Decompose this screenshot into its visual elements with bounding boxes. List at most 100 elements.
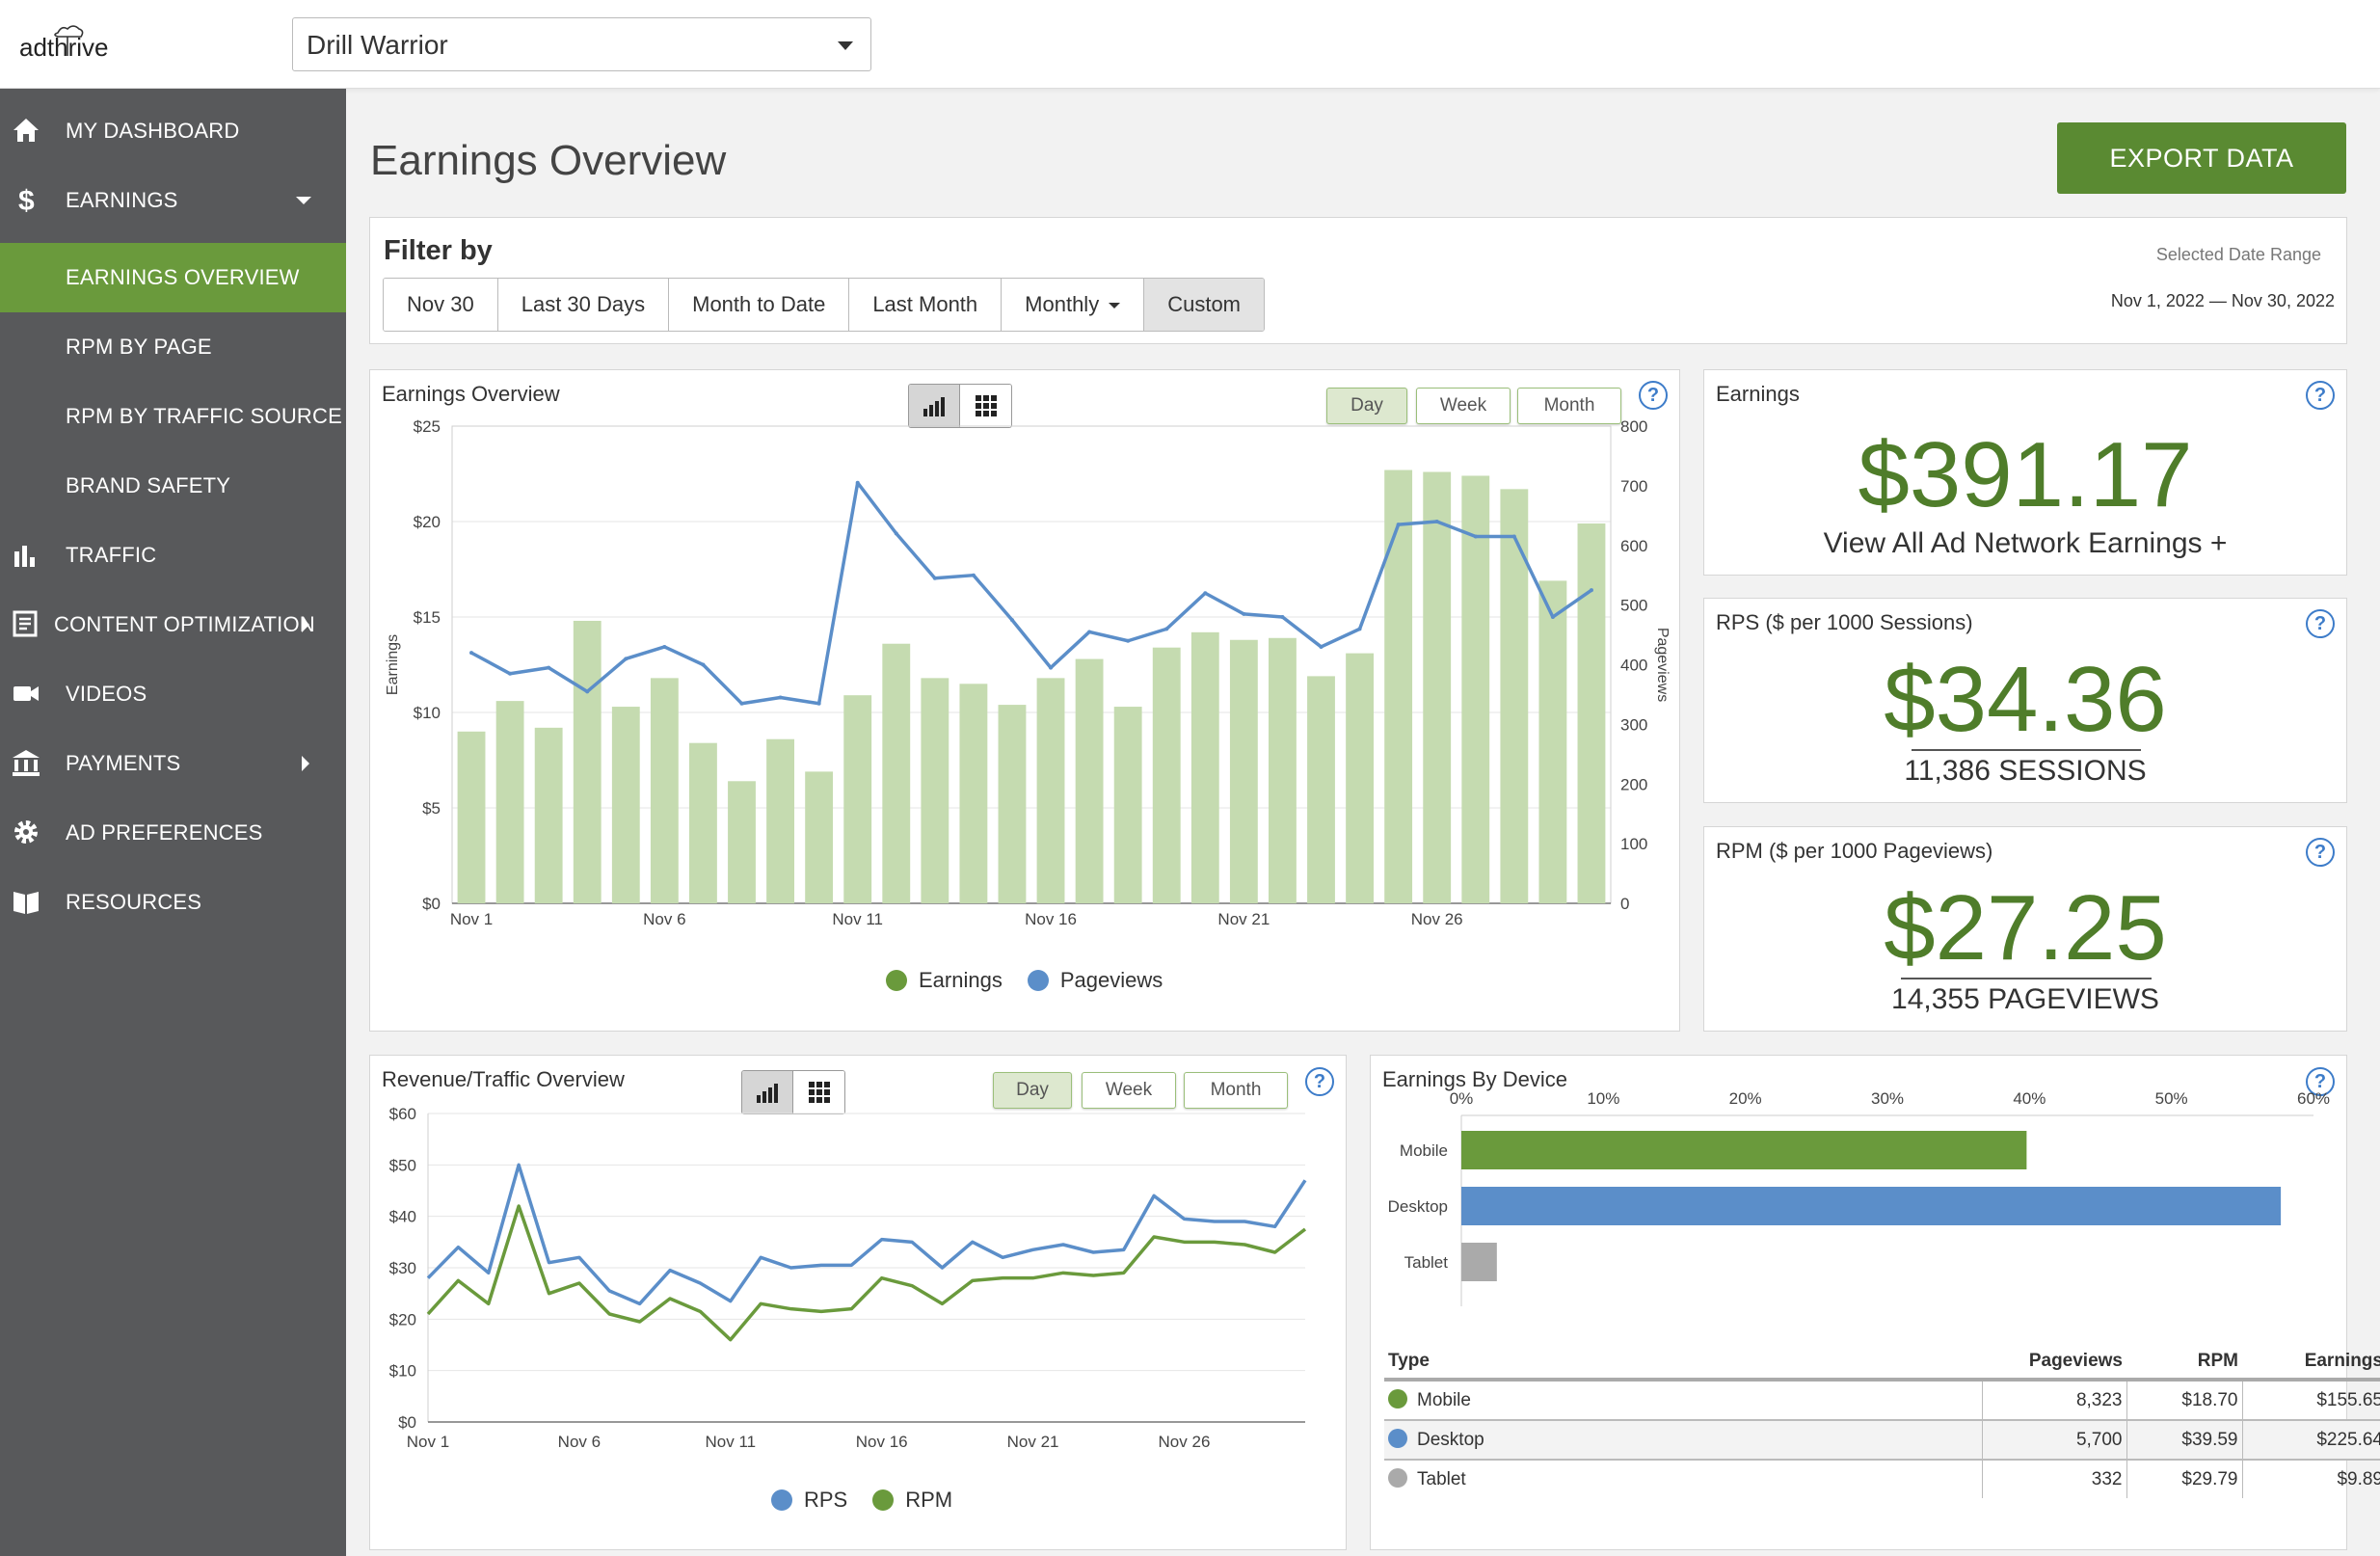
legend-dot xyxy=(771,1489,792,1511)
help-icon[interactable]: ? xyxy=(2306,609,2335,638)
earnings-bar xyxy=(457,731,486,903)
sidebar-item-traffic[interactable]: TRAFFIC xyxy=(0,521,346,590)
rpm-cell: $29.79 xyxy=(2126,1460,2242,1498)
y2-axis-label: Pageviews xyxy=(1654,628,1671,702)
grid-icon xyxy=(808,1082,830,1103)
column-header-type[interactable]: Type xyxy=(1384,1345,1982,1382)
x-tick-label: 30% xyxy=(1871,1089,1904,1108)
pageviews-point xyxy=(1164,627,1169,631)
panel-title: Revenue/Traffic Overview xyxy=(382,1067,625,1091)
filter-option-last-30-days[interactable]: Last 30 Days xyxy=(497,279,670,331)
chevron-down-icon xyxy=(296,197,311,204)
sidebar-item-earnings[interactable]: $ EARNINGS xyxy=(0,166,346,235)
legend-item-earnings[interactable]: Earnings xyxy=(886,968,1003,993)
sidebar-item-my-dashboard[interactable]: MY DASHBOARD xyxy=(0,96,346,166)
legend-dot xyxy=(872,1489,895,1511)
pageviews-point xyxy=(1049,665,1054,670)
earnings-bar xyxy=(805,771,834,903)
x-tick-label: Nov 21 xyxy=(1217,910,1270,928)
y-tick-label: $20 xyxy=(389,1310,416,1328)
table-view-button[interactable] xyxy=(793,1071,844,1113)
period-week-button[interactable]: Week xyxy=(1416,388,1511,424)
category-label: Desktop xyxy=(1388,1197,1448,1216)
sidebar-item-label: EARNINGS xyxy=(66,188,178,212)
pageviews-point xyxy=(894,531,898,536)
pageviews-point xyxy=(855,480,860,485)
device-bar-chart: 0% 10% 20% 30% 40% 50% 60% Mobile Desktop Tablet xyxy=(1388,1089,2330,1306)
device-type: Mobile xyxy=(1417,1390,1471,1410)
column-header-rpm[interactable]: RPM xyxy=(2126,1345,2242,1382)
filter-option-monthly[interactable]: Monthly xyxy=(1002,279,1145,331)
filter-option-nov-30[interactable]: Nov 30 xyxy=(384,279,498,331)
period-day-button[interactable]: Day xyxy=(1326,388,1407,424)
help-icon[interactable]: ? xyxy=(1305,1067,1334,1096)
pageviews-point xyxy=(1511,534,1516,539)
y-tick-label: $50 xyxy=(389,1156,416,1174)
column-header-pageviews[interactable]: Pageviews xyxy=(1982,1345,2126,1382)
sidebar-item-resources[interactable]: RESOURCES xyxy=(0,868,346,937)
x-tick-label: Nov 26 xyxy=(1411,910,1463,928)
earnings-bar xyxy=(728,781,756,903)
legend-label: RPS xyxy=(804,1488,848,1512)
sidebar-item-label: CONTENT OPTIMIZATION xyxy=(54,612,315,636)
x-tick-label: 10% xyxy=(1587,1089,1619,1108)
x-tick-label: Nov 26 xyxy=(1159,1433,1211,1451)
site-select[interactable]: Drill Warrior xyxy=(292,17,871,71)
table-view-button[interactable] xyxy=(960,385,1011,427)
legend-item-pageviews[interactable]: Pageviews xyxy=(1027,968,1163,993)
top-bar: adthrive Drill Warrior xyxy=(0,0,2380,89)
help-icon[interactable]: ? xyxy=(2306,838,2335,867)
rps-line xyxy=(426,1163,1307,1306)
chart-view-button[interactable] xyxy=(909,385,960,427)
earnings-bar xyxy=(689,742,717,903)
earnings-bar xyxy=(495,701,524,903)
gear-icon xyxy=(14,820,38,844)
sidebar-item-videos[interactable]: VIDEOS xyxy=(0,659,346,729)
legend-item-rps[interactable]: RPS xyxy=(771,1488,847,1513)
y-tick-label: $0 xyxy=(398,1413,416,1432)
revenue-chart-legend: RPS RPM xyxy=(771,1488,977,1513)
sidebar-item-payments[interactable]: PAYMENTS xyxy=(0,729,346,798)
export-data-button[interactable]: EXPORT DATA xyxy=(2057,122,2346,194)
sidebar-item-earnings-overview[interactable]: EARNINGS OVERVIEW xyxy=(0,243,346,312)
sidebar-item-content-optimization[interactable]: CONTENT OPTIMIZATION xyxy=(0,590,346,659)
earnings-bar xyxy=(1423,471,1452,903)
pageviews-cell: 8,323 xyxy=(1981,1380,2126,1421)
period-day-button[interactable]: Day xyxy=(993,1072,1072,1109)
view-toggle xyxy=(908,384,1012,428)
device-dot xyxy=(1388,1389,1407,1408)
view-toggle xyxy=(741,1070,845,1114)
sidebar-item-rpm-by-traffic-source[interactable]: RPM BY TRAFFIC SOURCE xyxy=(0,382,346,451)
y2-tick-label: 200 xyxy=(1620,775,1647,793)
sidebar-item-ad-preferences[interactable]: AD PREFERENCES xyxy=(0,798,346,868)
y2-tick-label: 0 xyxy=(1620,895,1629,913)
help-icon[interactable]: ? xyxy=(2306,381,2335,410)
filter-option-custom[interactable]: Custom xyxy=(1144,279,1264,331)
period-month-button[interactable]: Month xyxy=(1184,1072,1288,1109)
period-month-button[interactable]: Month xyxy=(1517,388,1621,424)
help-icon[interactable]: ? xyxy=(2306,1067,2335,1096)
device-bar-desktop xyxy=(1461,1187,2282,1225)
panel-title: Earnings By Device xyxy=(1382,1067,1567,1091)
chart-view-button[interactable] xyxy=(742,1071,793,1113)
pageviews-point xyxy=(624,657,628,661)
y-tick-label: $40 xyxy=(389,1208,416,1226)
legend-item-rpm[interactable]: RPM xyxy=(872,1488,952,1513)
adthrive-logo[interactable]: adthrive xyxy=(17,23,123,67)
earnings-bar xyxy=(573,620,602,903)
x-tick-label: Nov 11 xyxy=(832,910,883,928)
column-header-earnings[interactable]: Earnings xyxy=(2242,1345,2380,1382)
help-icon[interactable]: ? xyxy=(1639,381,1668,410)
period-week-button[interactable]: Week xyxy=(1082,1072,1176,1109)
view-all-earnings-link[interactable]: View All Ad Network Earnings + xyxy=(1823,527,2228,559)
sidebar-item-brand-safety[interactable]: BRAND SAFETY xyxy=(0,451,346,521)
filter-option-month-to-date[interactable]: Month to Date xyxy=(669,279,850,331)
filter-option-last-month[interactable]: Last Month xyxy=(849,279,1003,331)
earnings-bar xyxy=(1269,637,1297,903)
pageviews-point xyxy=(1242,611,1246,616)
earnings-bar xyxy=(1500,489,1529,903)
sidebar-item-rpm-by-page[interactable]: RPM BY PAGE xyxy=(0,312,346,382)
earnings-value: $391.17 xyxy=(1858,423,2193,526)
pageviews-point xyxy=(469,651,474,656)
earnings-bar xyxy=(534,727,563,903)
